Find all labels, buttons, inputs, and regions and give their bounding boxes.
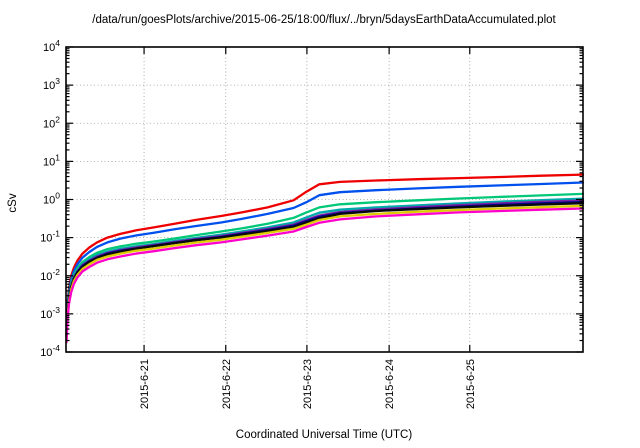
y-tick-label: 101: [43, 152, 60, 168]
series-red-line: [65, 173, 585, 327]
y-tick-label: 10-3: [40, 305, 60, 321]
y-tick-label: 102: [43, 114, 60, 130]
x-tick-label: 2015-6-24: [384, 359, 396, 409]
y-tick-label: 100: [43, 191, 60, 207]
y-tick-label: 10-1: [40, 229, 60, 245]
series-layer: [65, 173, 585, 344]
series-yellow-line: [65, 204, 585, 341]
series-blue-line: [65, 181, 585, 329]
series-magenta-line: [65, 207, 585, 344]
x-tick-label: 2015-6-22: [221, 359, 233, 409]
y-tick-label: 10-4: [40, 343, 60, 359]
y-tick-label: 104: [43, 38, 60, 54]
x-axis-title: Coordinated Universal Time (UTC): [236, 429, 413, 441]
x-tick-label: 2015-6-23: [302, 359, 314, 409]
x-tick-label: 2015-6-21: [139, 359, 151, 409]
y-tick-label: 103: [43, 76, 60, 92]
x-tick-label: 2015-6-25: [465, 359, 477, 409]
y-axis-title: cSv: [7, 193, 19, 212]
grid-layer: [66, 47, 583, 352]
plot-title: /data/run/goesPlots/archive/2015-06-25/1…: [92, 14, 556, 26]
plot-border: [65, 46, 584, 353]
tick-label-layer: 104 103 102 101 100 10-1 10-2 10-3 10-4 2015-6-21…: [40, 38, 477, 409]
y-tick-label: 10-2: [40, 267, 60, 283]
